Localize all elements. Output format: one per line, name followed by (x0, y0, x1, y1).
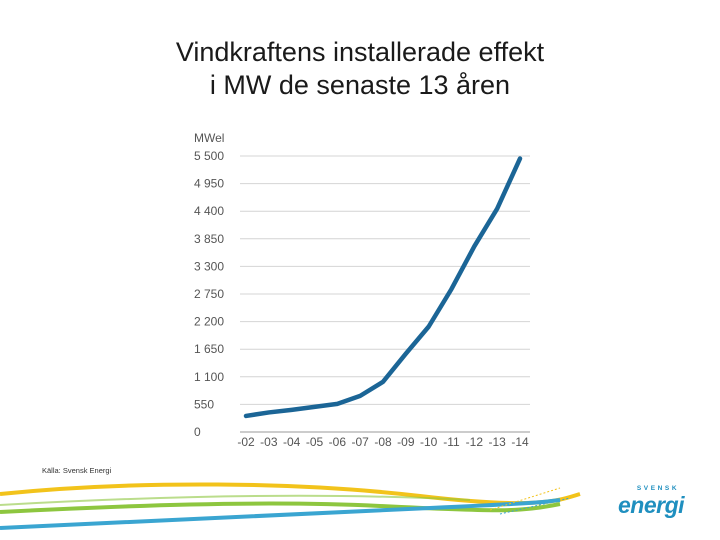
slide-title: Vindkraftens installerade effekt i MW de… (0, 36, 720, 102)
x-tick-label: -12 (466, 435, 484, 449)
y-tick-label: 4 950 (194, 177, 224, 191)
y-tick-label: 550 (194, 397, 214, 411)
decor-stripe-green (0, 501, 561, 514)
chart-series (243, 156, 523, 419)
chart-grid (240, 155, 530, 433)
x-tick-label: -05 (306, 435, 324, 449)
x-tick-label: -03 (260, 435, 278, 449)
x-tick-label: -02 (237, 435, 255, 449)
title-line-2: i MW de senaste 13 åren (209, 70, 511, 100)
y-axis-label: MWel (194, 131, 224, 145)
y-tick-label: 0 (194, 425, 201, 439)
y-tick-label: 3 300 (194, 259, 224, 273)
x-tick-label: -09 (397, 435, 415, 449)
y-tick-label: 5 500 (194, 149, 224, 163)
svensk-energi-logo: SVENSK energi (608, 484, 694, 524)
y-tick-label: 3 850 (194, 232, 224, 246)
series-line (243, 156, 523, 419)
x-tick-label: -06 (329, 435, 347, 449)
title-line-1: Vindkraftens installerade effekt (175, 37, 545, 67)
x-axis: -02 -03 -04 -05 -06 -07 -08 -09 -10 -11 -12 -13 -14 (237, 435, 529, 449)
x-tick-label: -11 (443, 435, 460, 449)
logo-main-text: energi (617, 492, 685, 518)
x-tick-label: -13 (488, 435, 506, 449)
y-tick-label: 1 100 (194, 370, 224, 384)
decor-stripe-thin (0, 494, 471, 506)
x-tick-label: -14 (511, 435, 529, 449)
y-tick-label: 4 400 (194, 204, 224, 218)
decor-dash-yellow (489, 487, 561, 511)
x-tick-label: -08 (374, 435, 392, 449)
y-tick-label: 1 650 (194, 342, 224, 356)
logo-top-text: SVENSK (636, 485, 680, 492)
y-axis: 0 550 1 100 1 650 2 200 2 750 3 300 3 850 4 400 4… (194, 131, 224, 439)
source-note: Källa: Svensk Energi (42, 466, 112, 475)
x-tick-label: -07 (351, 435, 369, 449)
y-tick-label: 2 200 (194, 315, 224, 329)
decor-stripe-blue (0, 498, 561, 530)
y-tick-label: 2 750 (194, 287, 224, 301)
x-tick-label: -10 (420, 435, 438, 449)
x-tick-label: -04 (283, 435, 301, 449)
decorative-stripes (0, 482, 581, 530)
